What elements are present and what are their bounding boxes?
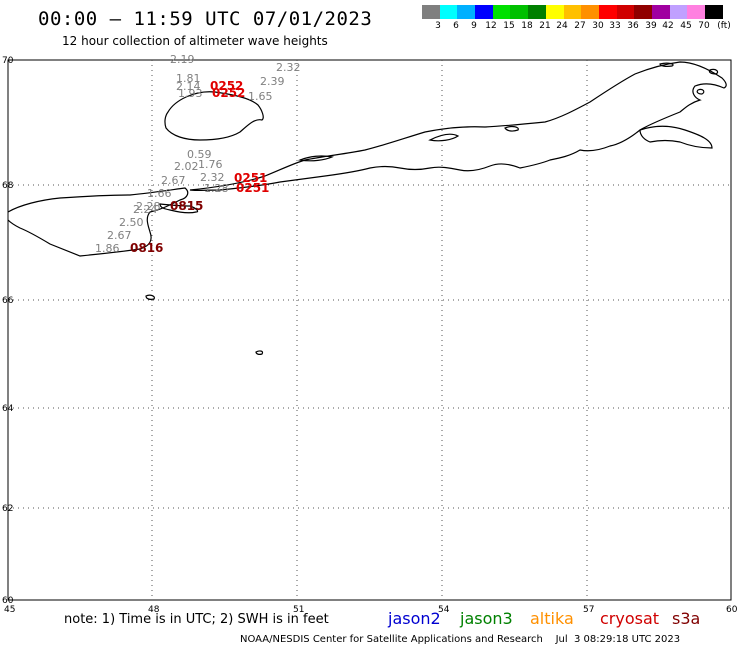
- swh-label: 2.67: [161, 174, 186, 187]
- lat-tick-label: 62: [2, 504, 13, 514]
- lon-tick-label: 51: [293, 605, 304, 615]
- swh-label: 2.24: [133, 203, 158, 216]
- scale-swatch: [705, 5, 723, 19]
- scale-swatch: [457, 5, 476, 19]
- satellite-jason2-label: jason2: [388, 609, 441, 628]
- scale-swatch: [475, 5, 493, 19]
- wave-height-color-scale: [422, 5, 723, 19]
- swh-labels: 2.19 2.32 1.81 2.39 2.14 1.65 1.93 0.59 …: [95, 53, 301, 255]
- lat-tick-label: 64: [2, 404, 14, 414]
- scale-label: 45: [680, 21, 692, 31]
- map-subtitle: 12 hour collection of altimeter wave hei…: [62, 34, 328, 48]
- scale-swatch: [563, 5, 582, 19]
- swh-label: 0.59: [187, 148, 212, 161]
- swh-label: 2.19: [170, 53, 195, 66]
- swh-label: 2.28: [136, 200, 161, 213]
- time-label: 0815: [170, 199, 203, 213]
- scale-label: 36: [627, 21, 639, 31]
- scale-swatch: [616, 5, 635, 19]
- scale-label: 24: [556, 21, 568, 31]
- lat-tick-label: 68: [2, 181, 14, 191]
- credit-line: NOAA/NESDIS Center for Satellite Applica…: [240, 634, 681, 645]
- scale-swatch: [422, 5, 440, 19]
- time-labels: 0252 0252 0251 0251 0815 0816: [130, 79, 269, 255]
- scale-swatch: [687, 5, 705, 19]
- swh-label: 1.86: [95, 242, 120, 255]
- lat-tick-label: 66: [2, 296, 14, 306]
- scale-swatch: [598, 5, 617, 19]
- time-label: 0251: [236, 181, 269, 195]
- lon-tick-label: 45: [4, 605, 15, 615]
- swh-label: 2.32: [200, 171, 225, 184]
- lon-tick-label: 57: [583, 605, 594, 615]
- satellite-altika-label: altika: [530, 609, 574, 628]
- swh-label: 1.65: [248, 90, 273, 103]
- scale-swatch: [634, 5, 652, 19]
- swh-label: 2.32: [276, 61, 301, 74]
- satellite-s3a-label: s3a: [672, 609, 701, 628]
- satellite-jason3-label: jason3: [460, 609, 513, 628]
- swh-label: 1.66: [147, 187, 172, 200]
- coastline: [7, 61, 727, 355]
- scale-swatch: [492, 5, 511, 19]
- scale-label: 15: [503, 21, 515, 31]
- scale-label: 6: [453, 21, 459, 31]
- scale-label: 21: [539, 21, 551, 31]
- scale-label: 42: [662, 21, 674, 31]
- scale-labels: 3 6 9 12 15 18 21 24 27 30 33 36 39 42 4…: [422, 21, 740, 33]
- scale-swatch: [439, 5, 458, 19]
- scale-swatch: [510, 5, 529, 19]
- swh-label: 2.67: [107, 229, 132, 242]
- swh-label: 2.14: [176, 80, 201, 93]
- swh-label: 2.39: [260, 75, 285, 88]
- lon-tick-label: 54: [438, 605, 450, 615]
- lat-tick-label: 60: [2, 596, 14, 606]
- scale-swatch: [581, 5, 599, 19]
- scale-label: 39: [645, 21, 657, 31]
- footer-note: note: 1) Time is in UTC; 2) SWH is in fe…: [64, 612, 329, 627]
- scale-swatch: [545, 5, 564, 19]
- scale-label: 33: [609, 21, 621, 31]
- swh-label: 1.76: [198, 158, 223, 171]
- swh-label: 1.81: [176, 72, 201, 85]
- lat-tick-label: 70: [2, 56, 14, 66]
- scale-label: 18: [521, 21, 533, 31]
- scale-label: 3: [435, 21, 441, 31]
- scale-label: 12: [485, 21, 497, 31]
- satellite-cryosat-label: cryosat: [600, 609, 660, 628]
- time-label: 0252: [210, 79, 243, 93]
- scale-label: 30: [592, 21, 604, 31]
- scale-label: 70: [698, 21, 710, 31]
- lon-tick-label: 48: [148, 605, 160, 615]
- scale-swatch: [651, 5, 670, 19]
- time-label: 0252: [212, 86, 245, 100]
- map-frame: [7, 59, 732, 601]
- swh-label: 1.28: [204, 182, 229, 195]
- swh-label: 2.02: [174, 160, 199, 173]
- time-label: 0816: [130, 241, 163, 255]
- swh-label: 1.93: [178, 87, 203, 100]
- scale-label: (ft): [717, 21, 731, 31]
- scale-swatch: [669, 5, 688, 19]
- map-title: 00:00 — 11:59 UTC 07/01/2023: [38, 8, 373, 30]
- swh-label: 2.50: [119, 216, 144, 229]
- scale-swatch: [528, 5, 546, 19]
- time-label: 0251: [234, 171, 267, 185]
- scale-label: 27: [574, 21, 586, 31]
- grid-lines: [8, 60, 731, 600]
- axis-labels: 45 48 51 54 57 60 70 68 66 64 62 60: [2, 56, 738, 615]
- lon-tick-label: 60: [726, 605, 738, 615]
- scale-label: 9: [471, 21, 477, 31]
